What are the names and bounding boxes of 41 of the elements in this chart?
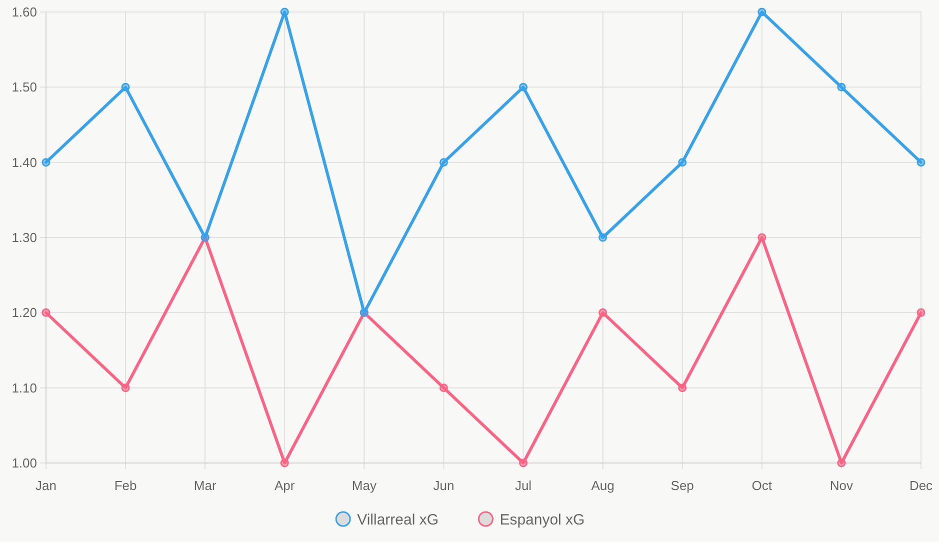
- point: [598, 233, 608, 242]
- point: [42, 158, 50, 167]
- point: [121, 384, 130, 392]
- point: [42, 308, 50, 317]
- y-tick-label: 1.40: [12, 154, 37, 170]
- x-tick-label: Sep: [670, 478, 694, 493]
- point: [439, 384, 448, 392]
- x-tick-label: Apr: [274, 478, 296, 493]
- point: [916, 308, 926, 317]
- point: [678, 158, 687, 167]
- x-tick-label: Mar: [194, 478, 217, 493]
- point: [758, 233, 766, 242]
- legend-label: Espanyol xG: [500, 511, 585, 528]
- x-tick-label: Jun: [433, 478, 454, 493]
- point: [519, 82, 528, 92]
- x-tick-label: Oct: [752, 478, 772, 493]
- point: [519, 458, 528, 468]
- point: [280, 8, 289, 16]
- point: [837, 82, 846, 92]
- point: [439, 158, 448, 167]
- x-tick-label: Feb: [114, 478, 137, 493]
- x-tick-label: Jul: [514, 478, 532, 493]
- legend-label: Villarreal xG: [357, 511, 439, 528]
- x-tick-label: Aug: [591, 478, 614, 493]
- x-tick-label: Dec: [909, 478, 934, 493]
- point: [916, 158, 926, 167]
- y-tick-label: 1.20: [12, 305, 37, 320]
- y-tick-label: 1.50: [12, 80, 37, 95]
- point: [758, 8, 766, 16]
- point: [280, 458, 289, 468]
- x-tick-label: Jan: [36, 478, 56, 493]
- point: [598, 308, 608, 317]
- y-tick-label: 1.60: [12, 4, 37, 20]
- point: [678, 384, 687, 392]
- point: [837, 458, 846, 468]
- point: [121, 82, 130, 92]
- x-tick-label: May: [352, 478, 377, 493]
- y-tick-label: 1.10: [12, 380, 37, 396]
- x-tick-label: Nov: [830, 478, 854, 493]
- y-tick-label: 1.30: [12, 230, 37, 246]
- y-tick-label: 1.00: [12, 456, 37, 471]
